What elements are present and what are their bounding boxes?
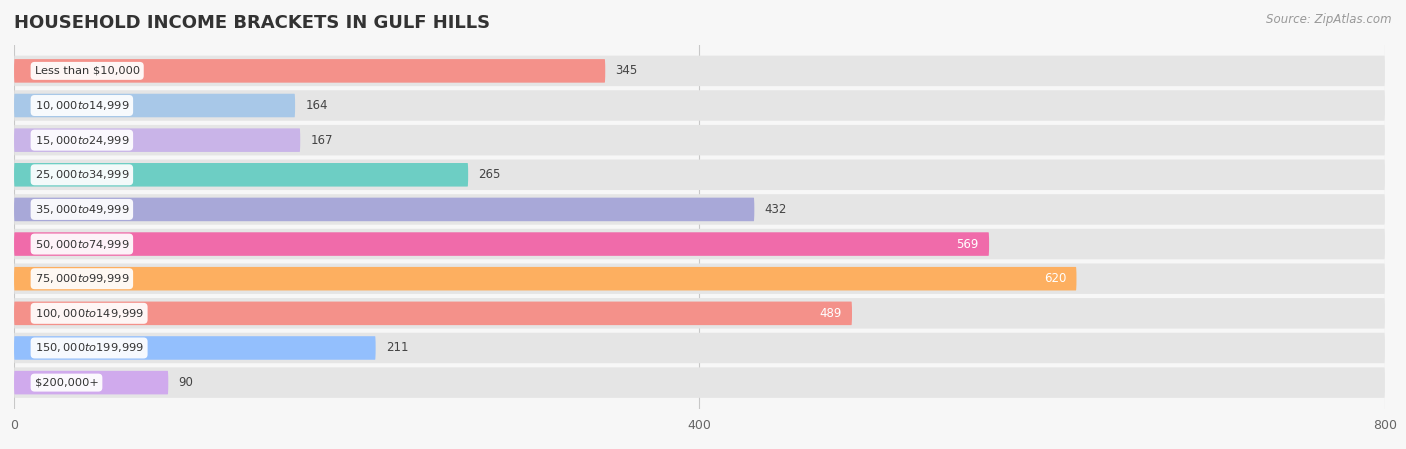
Text: 164: 164 [305, 99, 328, 112]
Text: 432: 432 [765, 203, 787, 216]
Text: 569: 569 [956, 238, 979, 251]
Text: 620: 620 [1043, 272, 1066, 285]
FancyBboxPatch shape [14, 128, 301, 152]
FancyBboxPatch shape [14, 59, 605, 83]
FancyBboxPatch shape [14, 298, 1385, 329]
FancyBboxPatch shape [14, 56, 1385, 86]
FancyBboxPatch shape [14, 159, 1385, 190]
Text: HOUSEHOLD INCOME BRACKETS IN GULF HILLS: HOUSEHOLD INCOME BRACKETS IN GULF HILLS [14, 14, 491, 32]
Text: $25,000 to $34,999: $25,000 to $34,999 [35, 168, 129, 181]
Text: $100,000 to $149,999: $100,000 to $149,999 [35, 307, 143, 320]
Text: $35,000 to $49,999: $35,000 to $49,999 [35, 203, 129, 216]
FancyBboxPatch shape [14, 229, 1385, 260]
FancyBboxPatch shape [14, 333, 1385, 363]
Text: 167: 167 [311, 134, 333, 147]
Text: Source: ZipAtlas.com: Source: ZipAtlas.com [1267, 13, 1392, 26]
FancyBboxPatch shape [14, 163, 468, 187]
FancyBboxPatch shape [14, 90, 1385, 121]
FancyBboxPatch shape [14, 371, 169, 394]
Text: $200,000+: $200,000+ [35, 378, 98, 387]
FancyBboxPatch shape [14, 367, 1385, 398]
Text: $10,000 to $14,999: $10,000 to $14,999 [35, 99, 129, 112]
Text: $50,000 to $74,999: $50,000 to $74,999 [35, 238, 129, 251]
Text: $15,000 to $24,999: $15,000 to $24,999 [35, 134, 129, 147]
FancyBboxPatch shape [14, 125, 1385, 155]
Text: 90: 90 [179, 376, 194, 389]
FancyBboxPatch shape [14, 302, 852, 325]
Text: 265: 265 [478, 168, 501, 181]
Text: Less than $10,000: Less than $10,000 [35, 66, 139, 76]
Text: $75,000 to $99,999: $75,000 to $99,999 [35, 272, 129, 285]
FancyBboxPatch shape [14, 267, 1077, 291]
Text: 489: 489 [820, 307, 842, 320]
FancyBboxPatch shape [14, 264, 1385, 294]
Text: 345: 345 [616, 64, 638, 77]
Text: $150,000 to $199,999: $150,000 to $199,999 [35, 342, 143, 354]
FancyBboxPatch shape [14, 232, 988, 256]
FancyBboxPatch shape [14, 198, 754, 221]
Text: 211: 211 [385, 342, 408, 354]
FancyBboxPatch shape [14, 336, 375, 360]
FancyBboxPatch shape [14, 194, 1385, 224]
FancyBboxPatch shape [14, 94, 295, 117]
